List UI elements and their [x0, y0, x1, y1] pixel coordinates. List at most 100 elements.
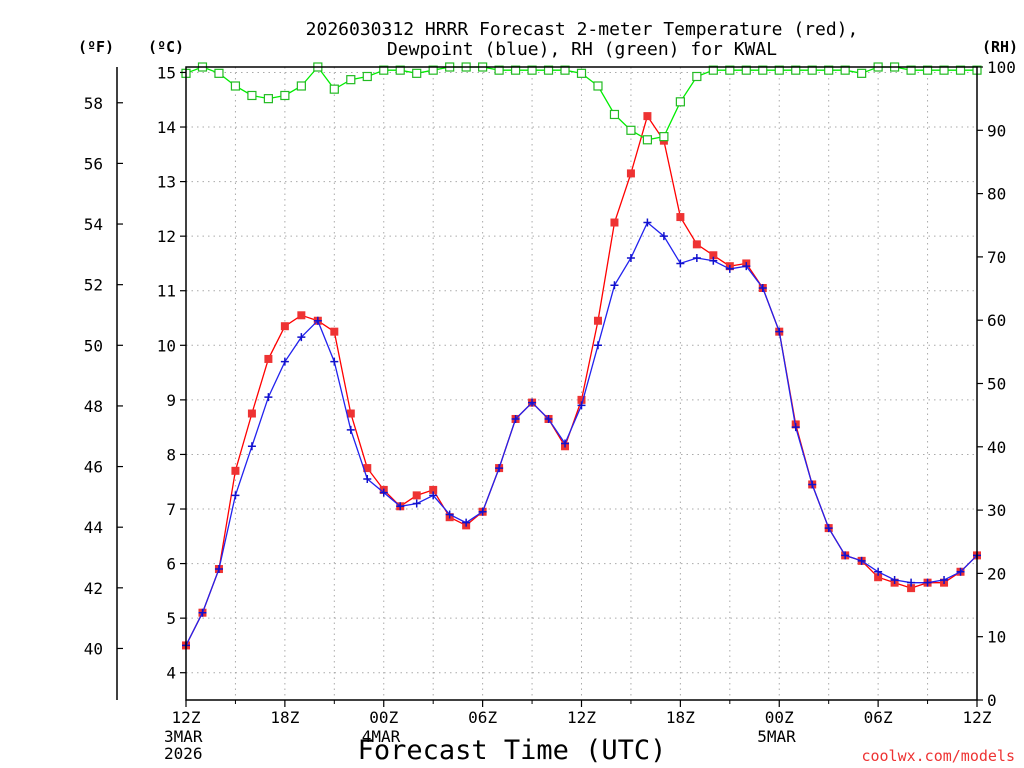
dewpoint-marker — [247, 442, 256, 451]
temperature-marker — [247, 409, 256, 418]
dewpoint-marker — [676, 259, 685, 268]
fahrenheit-tick-label: 40 — [84, 639, 103, 658]
x-tick-label: 18Z — [270, 708, 299, 727]
chart-title-line-2: Dewpoint (blue), RH (green) for KWAL — [387, 39, 777, 60]
dewpoint-marker — [528, 398, 537, 407]
fahrenheit-tick-label: 58 — [84, 94, 103, 113]
dewpoint-marker — [775, 327, 784, 336]
rh-marker — [824, 65, 834, 75]
rh-marker — [791, 65, 801, 75]
dewpoint-marker — [577, 401, 586, 410]
rh-marker — [543, 65, 554, 75]
rh-marker — [774, 65, 784, 75]
celsius-tick-label: 10 — [157, 336, 176, 355]
rh-marker — [510, 65, 521, 75]
dewpoint-marker — [610, 281, 619, 290]
dewpoint-marker — [396, 502, 405, 511]
dewpoint-marker — [297, 333, 306, 342]
gridlines — [186, 67, 977, 700]
temperature-marker — [363, 464, 372, 473]
rh-tick-label: 40 — [987, 438, 1006, 457]
dewpoint-marker — [808, 480, 817, 489]
dewpoint-marker — [280, 357, 289, 366]
temperature-marker — [709, 251, 718, 260]
rh-marker — [214, 68, 224, 78]
rh-tick-label: 70 — [987, 248, 1006, 267]
dewpoint-marker — [445, 510, 454, 519]
x-tick-label: 00Z — [369, 708, 398, 727]
series-layer — [181, 62, 982, 650]
temperature-marker — [610, 218, 619, 227]
celsius-tick-label: 9 — [166, 391, 176, 410]
fahrenheit-unit-label: (ºF) — [78, 38, 114, 56]
rh-marker — [626, 125, 636, 135]
rh-marker — [296, 81, 306, 91]
rh-tick-label: 50 — [987, 375, 1006, 394]
dewpoint-marker — [791, 423, 800, 432]
x-tick-label: 12Z — [172, 708, 201, 727]
rh-marker — [692, 71, 702, 82]
dewpoint-marker — [264, 393, 273, 402]
celsius-tick-label: 12 — [157, 227, 176, 246]
x-tick-label: 12Z — [567, 708, 596, 727]
dewpoint-marker — [907, 578, 916, 587]
rh-marker — [576, 68, 587, 78]
x-tick-label: 18Z — [666, 708, 695, 727]
rh-marker — [329, 84, 339, 94]
dewpoint-marker — [429, 491, 438, 500]
temperature-marker — [231, 466, 240, 475]
axes: 4567891011121314154042444648505254565801… — [84, 58, 1016, 763]
rh-tick-label: 0 — [987, 691, 997, 710]
temperature-marker — [593, 316, 602, 325]
rh-marker — [922, 65, 933, 75]
rh-marker — [741, 65, 751, 75]
rh-marker — [428, 65, 438, 75]
rh-marker — [379, 65, 389, 75]
fahrenheit-tick-label: 54 — [84, 215, 103, 234]
rh-tick-label: 30 — [987, 501, 1006, 520]
rh-marker — [560, 65, 570, 75]
dewpoint-marker — [626, 253, 635, 262]
temperature-marker — [676, 213, 685, 222]
rh-tick-label: 100 — [987, 58, 1016, 77]
fahrenheit-tick-label: 48 — [84, 397, 103, 416]
dewpoint-marker — [231, 491, 240, 500]
dewpoint-marker — [742, 262, 751, 271]
temperature-marker — [264, 354, 273, 363]
dewpoint-marker — [758, 284, 767, 293]
temperature-marker — [577, 395, 586, 404]
date-label: 5MAR — [757, 727, 796, 746]
dewpoint-marker — [544, 414, 553, 423]
dewpoint-marker — [643, 218, 652, 227]
celsius-tick-label: 15 — [157, 63, 176, 82]
temperature-marker — [626, 169, 635, 178]
temperature-marker — [907, 584, 916, 593]
rh-tick-label: 80 — [987, 185, 1006, 204]
dewpoint-marker — [330, 357, 339, 366]
dewpoint-marker — [841, 551, 850, 560]
temperature-marker — [692, 240, 701, 249]
celsius-tick-label: 11 — [157, 282, 176, 301]
rh-tick-label: 10 — [987, 628, 1006, 647]
rh-marker — [593, 81, 603, 91]
fahrenheit-tick-label: 46 — [84, 458, 103, 477]
rh-marker — [708, 65, 718, 75]
date-label: 2026 — [164, 744, 203, 763]
dewpoint-marker — [890, 575, 899, 584]
temperature-marker — [297, 311, 306, 320]
date-label: 3MAR — [164, 727, 203, 746]
dewpoint-marker — [593, 341, 602, 350]
fahrenheit-tick-label: 50 — [84, 336, 103, 355]
dewpoint-marker — [725, 264, 734, 273]
rh-marker — [362, 71, 372, 82]
fahrenheit-tick-label: 52 — [84, 276, 103, 295]
rh-marker — [675, 97, 685, 107]
x-tick-label: 00Z — [765, 708, 794, 727]
credit-link-text: coolwx.com/models — [861, 747, 1015, 765]
rh-tick-label: 60 — [987, 311, 1006, 330]
rh-marker — [857, 68, 867, 78]
date-label: 4MAR — [362, 727, 401, 746]
fahrenheit-tick-label: 44 — [84, 518, 103, 537]
rh-marker — [609, 109, 620, 120]
dewpoint-marker — [412, 499, 421, 508]
